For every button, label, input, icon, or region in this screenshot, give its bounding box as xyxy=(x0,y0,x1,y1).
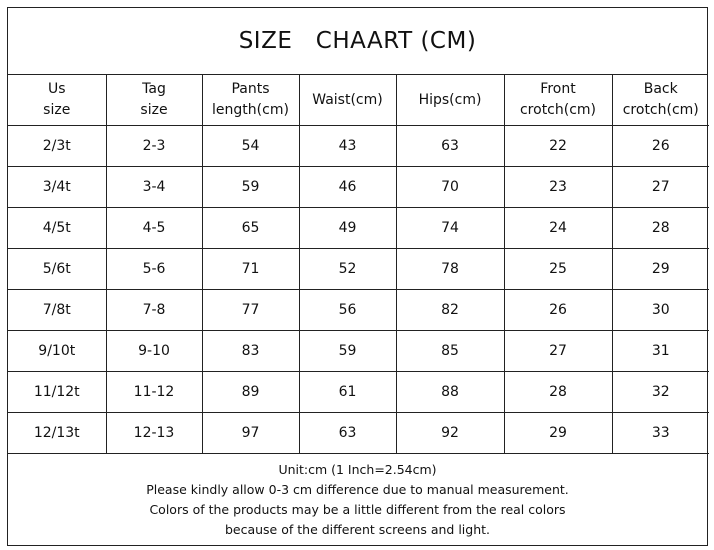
table-cell: 26 xyxy=(611,125,709,167)
table-cell: 7/8t xyxy=(8,289,107,331)
table-cell: 54 xyxy=(201,125,300,167)
table-cell: 61 xyxy=(298,371,397,413)
table-cell: 3/4t xyxy=(8,166,107,208)
table-cell: 85 xyxy=(395,330,505,372)
table-cell: 22 xyxy=(503,125,613,167)
table-cell: 63 xyxy=(395,125,505,167)
header-line: Waist(cm) xyxy=(312,91,383,108)
table-row: 11/12t 11-12 89 61 88 28 32 xyxy=(8,371,709,413)
header-line: crotch(cm) xyxy=(519,102,597,118)
table-body: Us size Tag size Pants length(cm) Waist(cm) Hip… xyxy=(8,75,709,454)
header-cell: Tag size xyxy=(105,75,203,126)
size-chart: SIZE CHAART (CM) Us size Tag size Pants lengt… xyxy=(7,7,709,546)
table-cell: 25 xyxy=(503,248,613,290)
table-row: 4/5t 4-5 65 49 74 24 28 xyxy=(8,207,709,249)
title: SIZE CHAART (CM) xyxy=(8,8,707,75)
table-row: 2/3t 2-3 54 43 63 22 26 xyxy=(8,125,709,167)
table-cell: 74 xyxy=(395,207,505,249)
table-cell: 11/12t xyxy=(8,371,107,413)
table-cell: 28 xyxy=(503,371,613,413)
note-line: because of the different screens and lig… xyxy=(224,522,491,537)
table-cell: 63 xyxy=(298,412,397,454)
table-cell: 4/5t xyxy=(8,207,107,249)
header-cell: Waist(cm) xyxy=(298,75,397,126)
table-cell: 4-5 xyxy=(105,207,203,249)
table-cell: 31 xyxy=(611,330,709,372)
table-cell: 49 xyxy=(298,207,397,249)
header-line: Us xyxy=(47,81,66,97)
table-row: 5/6t 5-6 71 52 78 25 29 xyxy=(8,248,709,290)
table-cell: 27 xyxy=(503,330,613,372)
table-cell: 52 xyxy=(298,248,397,290)
header-line: size xyxy=(140,102,168,118)
table-cell: 5-6 xyxy=(105,248,203,290)
table-cell: 12/13t xyxy=(8,412,107,454)
table-cell: 70 xyxy=(395,166,505,208)
table-cell: 89 xyxy=(201,371,300,413)
table-cell: 46 xyxy=(298,166,397,208)
table-cell: 32 xyxy=(611,371,709,413)
table-row: 9/10t 9-10 83 59 85 27 31 xyxy=(8,330,709,372)
header-line: Hips(cm) xyxy=(418,91,482,108)
table-cell: 65 xyxy=(201,207,300,249)
table-cell: 30 xyxy=(611,289,709,331)
table-cell: 78 xyxy=(395,248,505,290)
table-cell: 27 xyxy=(611,166,709,208)
table-cell: 2-3 xyxy=(105,125,203,167)
header-line: crotch(cm) xyxy=(622,102,699,118)
table-cell: 29 xyxy=(611,248,709,290)
table-cell: 24 xyxy=(503,207,613,249)
note-line: Please kindly allow 0-3 cm difference du… xyxy=(146,482,569,497)
table-cell: 12-13 xyxy=(105,412,203,454)
header-line: Pants xyxy=(231,81,270,97)
table-cell: 23 xyxy=(503,166,613,208)
header-line: Front xyxy=(540,81,576,97)
note-line: Unit:cm (1 Inch=2.54cm) xyxy=(278,462,437,477)
notes: Unit:cm (1 Inch=2.54cm) Please kindly all… xyxy=(8,454,707,540)
header-cell: Pants length(cm) xyxy=(201,75,300,126)
table-cell: 43 xyxy=(298,125,397,167)
table-cell: 56 xyxy=(298,289,397,331)
table-cell: 82 xyxy=(395,289,505,331)
table-cell: 2/3t xyxy=(8,125,107,167)
table-cell: 28 xyxy=(611,207,709,249)
table-cell: 92 xyxy=(395,412,505,454)
table-row: 12/13t 12-13 97 63 92 29 33 xyxy=(8,412,709,454)
header-line: Back xyxy=(643,81,678,97)
table-cell: 97 xyxy=(201,412,300,454)
size-table: Us size Tag size Pants length(cm) Waist(cm) Hip… xyxy=(8,75,709,454)
header-cell: Back crotch(cm) xyxy=(611,75,709,126)
table-cell: 33 xyxy=(611,412,709,454)
table-cell: 77 xyxy=(201,289,300,331)
table-cell: 9-10 xyxy=(105,330,203,372)
table-cell: 59 xyxy=(201,166,300,208)
table-cell: 5/6t xyxy=(8,248,107,290)
header-cell: Front crotch(cm) xyxy=(503,75,613,126)
table-cell: 29 xyxy=(503,412,613,454)
header-line: Tag xyxy=(142,81,166,97)
table-cell: 26 xyxy=(503,289,613,331)
note-line: Colors of the products may be a little d… xyxy=(149,502,566,517)
table-row: 3/4t 3-4 59 46 70 23 27 xyxy=(8,166,709,208)
table-cell: 88 xyxy=(395,371,505,413)
table-cell: 3-4 xyxy=(105,166,203,208)
table-cell: 71 xyxy=(201,248,300,290)
header-line: size xyxy=(43,102,71,118)
header-line: length(cm) xyxy=(212,102,289,118)
table-row: 7/8t 7-8 77 56 82 26 30 xyxy=(8,289,709,331)
table-cell: 11-12 xyxy=(105,371,203,413)
table-cell: 83 xyxy=(201,330,300,372)
table-cell: 59 xyxy=(298,330,397,372)
table-cell: 9/10t xyxy=(8,330,107,372)
table-cell: 7-8 xyxy=(105,289,203,331)
header-cell: Hips(cm) xyxy=(395,75,505,126)
header-row: Us size Tag size Pants length(cm) Waist(cm) Hip… xyxy=(8,75,709,126)
header-cell: Us size xyxy=(8,75,107,126)
